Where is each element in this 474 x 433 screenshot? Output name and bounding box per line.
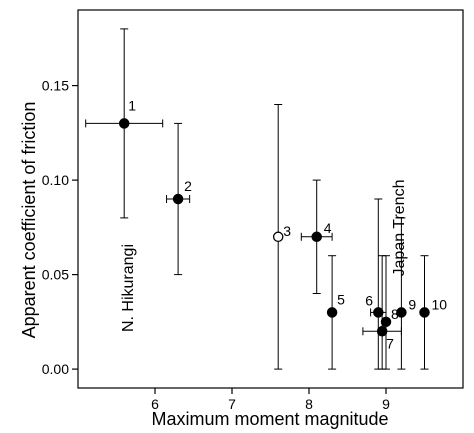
- data-point: [326, 307, 338, 318]
- data-point-label: 2: [184, 178, 192, 194]
- plot-frame: [77, 9, 464, 389]
- x-tick-label: 6: [151, 396, 159, 412]
- y-tick-label: 0.05: [42, 267, 69, 283]
- y-axis-ticks: 0.00 0.05 0.10 0.15: [42, 78, 78, 377]
- data-point-label: 4: [324, 220, 332, 236]
- y-tick-label: 0.10: [42, 172, 69, 188]
- x-tick-label: 7: [228, 396, 236, 412]
- data-point-label: 1: [128, 97, 136, 113]
- data-point: [118, 118, 130, 129]
- x-tick-label: 9: [382, 396, 390, 412]
- x-tick-label: 8: [305, 396, 313, 412]
- y-tick-label: 0.15: [42, 78, 69, 94]
- data-series: 1 2 3 4 5 6 7 89 10: [85, 28, 448, 370]
- data-point-label: 8: [391, 306, 399, 322]
- y-axis-label: Apparent coefficient of friction: [19, 102, 39, 339]
- annotation-n-hikurangi: N. Hikurangi: [120, 244, 137, 332]
- y-tick-label: 0.00: [42, 361, 69, 377]
- data-point-label: 9: [408, 296, 416, 312]
- data-point: [419, 307, 430, 318]
- data-point: [172, 193, 184, 205]
- data-point-label: 3: [283, 223, 291, 239]
- data-point-label: 10: [432, 296, 448, 312]
- data-point: [380, 316, 392, 328]
- data-point: [396, 307, 407, 318]
- x-axis-label: Maximum moment magnitude: [151, 409, 388, 429]
- data-point: [376, 326, 388, 337]
- data-point-label: 7: [386, 335, 394, 351]
- data-point-label: 6: [365, 292, 373, 308]
- data-point: [311, 231, 322, 243]
- data-point-label: 5: [337, 291, 345, 307]
- data-point: [373, 307, 384, 318]
- data-point: [272, 231, 284, 243]
- annotation-japan-trench: Japan Trench: [391, 180, 408, 277]
- x-axis-ticks: 6 7 8 9: [151, 388, 390, 412]
